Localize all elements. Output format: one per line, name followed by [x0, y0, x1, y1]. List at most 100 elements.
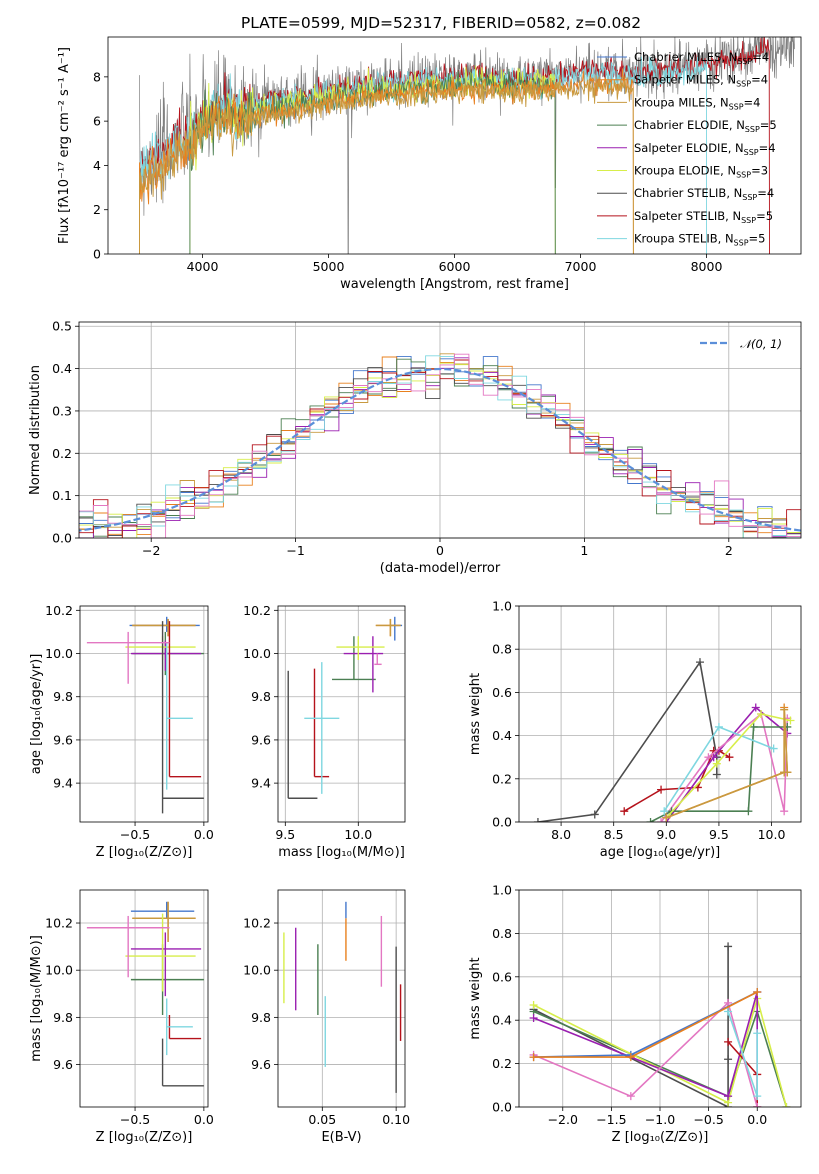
x-tick-label: 7000 — [565, 259, 597, 274]
x-tick-label: 4000 — [187, 259, 219, 274]
legend-n-subscript: SSP — [745, 125, 760, 134]
errorbar-point — [166, 642, 193, 790]
weight-marker — [662, 813, 671, 822]
legend-n-subscript: SSP — [734, 239, 749, 248]
weight-marker — [660, 807, 669, 816]
plot-area — [139, 37, 796, 254]
y-tick-label: 9.6 — [53, 1057, 73, 1072]
x-axis-label: mass [log₁₀(M/M⊙)] — [278, 845, 405, 860]
weight-marker — [724, 1007, 733, 1016]
weight-marker — [753, 1092, 762, 1101]
legend-n-symbol: N — [729, 50, 738, 64]
x-tick-label: 5000 — [313, 259, 345, 274]
legend-entry: Chabrier ELODIE, NSSP=5 — [634, 118, 777, 134]
errorbar-point — [287, 670, 318, 799]
weight-marker — [786, 716, 795, 725]
errorbar-point — [129, 616, 200, 632]
y-tick-label: 9.8 — [251, 689, 271, 704]
weight-marker — [783, 768, 792, 777]
weight-series-line — [665, 713, 791, 819]
x-tick-label: 0.0 — [194, 827, 214, 842]
weight-marker — [529, 1001, 538, 1010]
y-tick-label: 0.0 — [492, 1100, 512, 1115]
x-tick-label: 1 — [580, 543, 588, 558]
errorbar-point — [86, 915, 170, 978]
plot-area — [533, 658, 795, 822]
legend-entry: Salpeter MILES, NSSP=4 — [634, 73, 768, 89]
weight-marker — [753, 987, 762, 996]
y-tick-label: 9.6 — [251, 1057, 271, 1072]
x-tick-label: −1.5 — [596, 1112, 626, 1127]
y-tick-label: 0.5 — [52, 319, 72, 334]
legend-n-value: =4 — [757, 186, 774, 200]
weight-marker — [529, 1014, 538, 1023]
y-tick-label: 9.6 — [53, 732, 73, 747]
plot-area — [287, 616, 403, 799]
x-tick-label: −2.0 — [548, 1112, 578, 1127]
y-axis-label: mass weight — [468, 673, 483, 755]
weight-marker — [704, 753, 713, 762]
errorbar-point — [125, 913, 196, 992]
x-tick-label: 0 — [436, 543, 444, 558]
x-tick-label: −0.5 — [693, 1112, 723, 1127]
weight-marker — [695, 658, 704, 667]
y-tick-label: 10.2 — [45, 916, 73, 931]
x-tick-label: 10.0 — [758, 827, 786, 842]
y-tick-label: 9.8 — [53, 1010, 73, 1025]
plot-age-vs-Z: −0.5 0.0 9.4 9.6 9.8 10.0 10.2 Z [log₁₀(Z/Z⊙)] a… — [29, 603, 214, 860]
x-tick-label: 6000 — [439, 259, 471, 274]
normal-curve — [79, 367, 801, 532]
legend-n-value: =3 — [751, 164, 768, 178]
plot-mass-vs-Z: −0.5 0.0 9.6 9.8 10.0 10.2 Z [log₁₀(Z/Z⊙)] mass… — [29, 889, 214, 1145]
errorbar-point — [132, 901, 196, 942]
weight-marker — [724, 1037, 733, 1046]
plot-area — [86, 901, 204, 1087]
weight-series-line — [533, 991, 758, 1058]
legend-n-symbol: N — [732, 209, 741, 223]
legend-entry: Chabrier MILES, NSSP=4 — [634, 50, 769, 66]
plot-mass-vs-ebv: 0.05 0.10 9.6 9.8 10.0 10.2 E(B-V) — [243, 889, 410, 1145]
y-tick-label: 0 — [93, 247, 101, 262]
x-tick-label: 0.05 — [308, 1112, 336, 1127]
legend-n-value: =5 — [760, 118, 777, 132]
residual-histogram — [79, 355, 801, 538]
axes-frame — [277, 889, 406, 1108]
weight-marker — [780, 705, 789, 714]
y-tick-label: 2 — [93, 202, 101, 217]
weight-series-line — [666, 709, 789, 819]
y-axis-label: mass weight — [468, 957, 483, 1039]
legend-n-subscript: SSP — [741, 216, 756, 225]
axes-frame — [107, 36, 802, 255]
errorbar-point — [168, 621, 202, 778]
errorbar-point — [375, 618, 401, 637]
residual-histogram — [79, 353, 801, 538]
legend-entry: Kroupa STELIB, NSSP=5 — [634, 232, 765, 248]
weight-marker — [725, 753, 734, 762]
y-tick-label: 0.3 — [52, 403, 72, 418]
legend-entry: Chabrier STELIB, NSSP=4 — [634, 186, 774, 202]
y-tick-label: 10.0 — [243, 963, 271, 978]
weight-marker — [753, 1029, 762, 1038]
x-tick-label: −1 — [286, 543, 304, 558]
y-tick-label: 0.1 — [52, 488, 72, 503]
weight-marker — [744, 807, 753, 816]
y-tick-label: 0.4 — [52, 361, 72, 376]
weight-marker — [657, 785, 666, 794]
y-axis-label: Flux [fλ10⁻¹⁷ erg cm⁻² s⁻¹ A⁻¹] — [57, 47, 72, 244]
spectrum-legend: Chabrier MILES, NSSP=4 Salpeter MILES, NS… — [597, 50, 777, 248]
plot-area — [283, 901, 402, 1093]
legend-n-subscript: SSP — [737, 57, 752, 66]
legend-n-symbol: N — [734, 186, 743, 200]
y-axis-label: mass [log₁₀(M/M⊙)] — [29, 935, 44, 1062]
errorbar-point — [304, 662, 340, 794]
legend-n-subscript: SSP — [736, 171, 751, 180]
x-tick-label: 9.5 — [275, 827, 295, 842]
weight-marker — [712, 759, 721, 768]
y-tick-label: 0.8 — [492, 642, 512, 657]
legend-n-value: =4 — [751, 73, 768, 87]
axes-frame — [277, 605, 406, 823]
figure-title: PLATE=0599, MJD=52317, FIBERID=0582, z=0… — [241, 14, 641, 32]
legend-entry: Kroupa ELODIE, NSSP=3 — [634, 164, 768, 180]
normal-legend-label: 𝒩(0, 1) — [740, 337, 782, 351]
y-axis-label: Normed distribution — [28, 365, 43, 495]
